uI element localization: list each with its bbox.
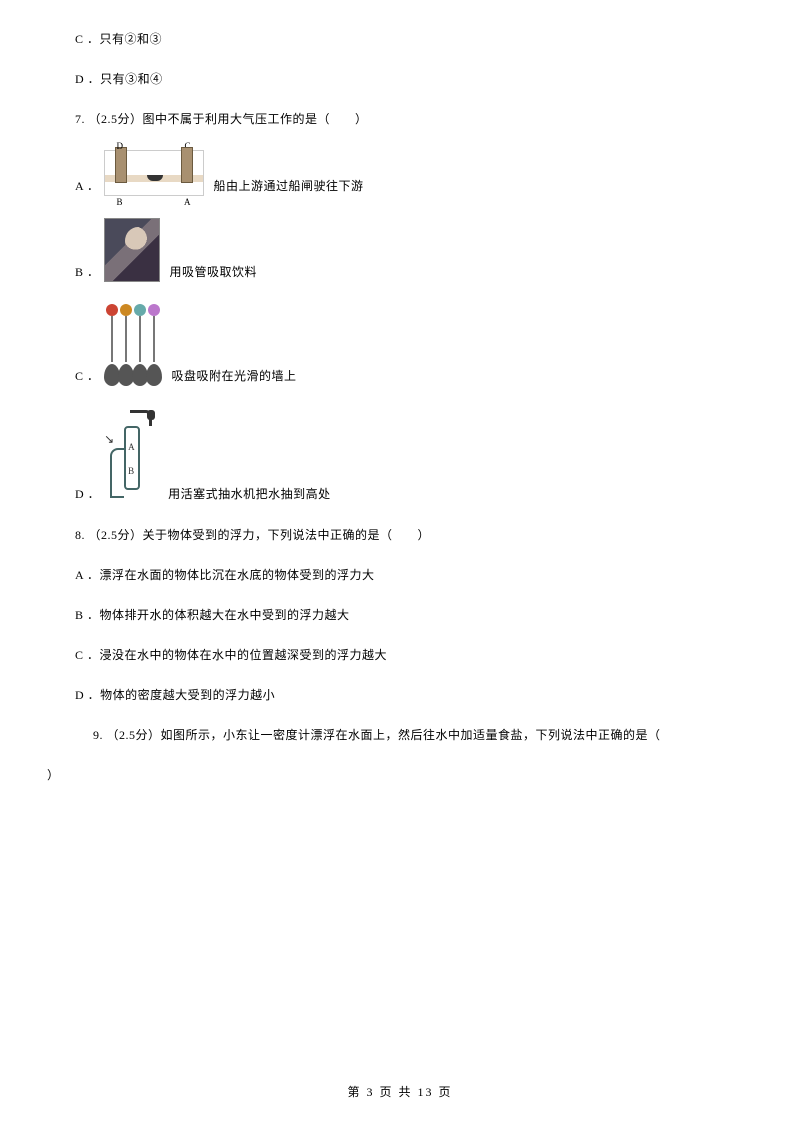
straw-photo-image xyxy=(104,218,160,282)
lock-label-a: A xyxy=(184,197,191,207)
q7-a-prefix: A ． xyxy=(75,177,100,196)
pump-label-b: B xyxy=(128,466,134,476)
q7-b-prefix: B ． xyxy=(75,263,100,282)
q9-close-paren: ） xyxy=(47,766,740,784)
lock-label-c: C xyxy=(185,141,191,151)
q7-option-c: C ． 吸盘吸附在光滑的墙上 xyxy=(75,304,740,386)
q8-option-d: D ．物体的密度越大受到的浮力越小 xyxy=(75,686,740,704)
boat-icon xyxy=(147,175,163,181)
q7-option-d: D ． ↘ A B 用活塞式抽水机把水抽到高处 xyxy=(75,408,740,504)
option-d-prev: D ．只有③和④ xyxy=(75,70,740,88)
pump-label-a: A xyxy=(128,442,135,452)
ship-lock-image: D C B A xyxy=(104,150,204,196)
q7-c-text: 吸盘吸附在光滑的墙上 xyxy=(172,367,297,386)
q7-option-b: B ． 用吸管吸取饮料 xyxy=(75,218,740,282)
q9-stem: 9. （2.5分）如图所示，小东让一密度计漂浮在水面上，然后往水中加适量食盐，下… xyxy=(93,726,740,744)
suction-cups-image xyxy=(104,304,162,386)
q8-stem: 8. （2.5分）关于物体受到的浮力，下列说法中正确的是（ ） xyxy=(75,526,740,544)
option-c-prev: C ．只有②和③ xyxy=(75,30,740,48)
q7-a-text: 船由上游通过船闸驶往下游 xyxy=(214,177,364,196)
q8-option-b: B ．物体排开水的体积越大在水中受到的浮力越大 xyxy=(75,606,740,624)
piston-pump-image: ↘ A B xyxy=(104,408,158,504)
q7-d-prefix: D ． xyxy=(75,485,100,504)
lock-label-b: B xyxy=(117,197,123,207)
q8-option-a: A ．漂浮在水面的物体比沉在水底的物体受到的浮力大 xyxy=(75,566,740,584)
page-footer: 第 3 页 共 13 页 xyxy=(0,1083,800,1100)
q7-stem: 7. （2.5分）图中不属于利用大气压工作的是（ ） xyxy=(75,110,740,128)
q7-c-prefix: C ． xyxy=(75,367,100,386)
lock-label-d: D xyxy=(117,141,124,151)
q7-b-text: 用吸管吸取饮料 xyxy=(170,263,258,282)
q8-option-c: C ．浸没在水中的物体在水中的位置越深受到的浮力越大 xyxy=(75,646,740,664)
pump-arrow: ↘ xyxy=(104,432,114,447)
q7-option-a: A ． D C B A 船由上游通过船闸驶往下游 xyxy=(75,150,740,196)
q7-d-text: 用活塞式抽水机把水抽到高处 xyxy=(168,485,331,504)
